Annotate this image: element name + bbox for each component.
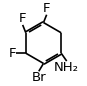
- Text: F: F: [19, 12, 26, 25]
- Text: NH₂: NH₂: [54, 61, 79, 74]
- Text: F: F: [43, 2, 50, 15]
- Text: Br: Br: [31, 71, 46, 84]
- Text: F: F: [9, 47, 16, 60]
